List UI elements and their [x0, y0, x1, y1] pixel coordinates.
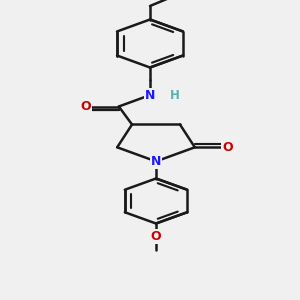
Text: N: N — [145, 88, 155, 102]
Text: O: O — [80, 100, 91, 113]
Text: N: N — [151, 155, 161, 168]
Text: O: O — [223, 141, 233, 154]
Text: H: H — [170, 88, 180, 102]
Text: O: O — [151, 230, 161, 243]
